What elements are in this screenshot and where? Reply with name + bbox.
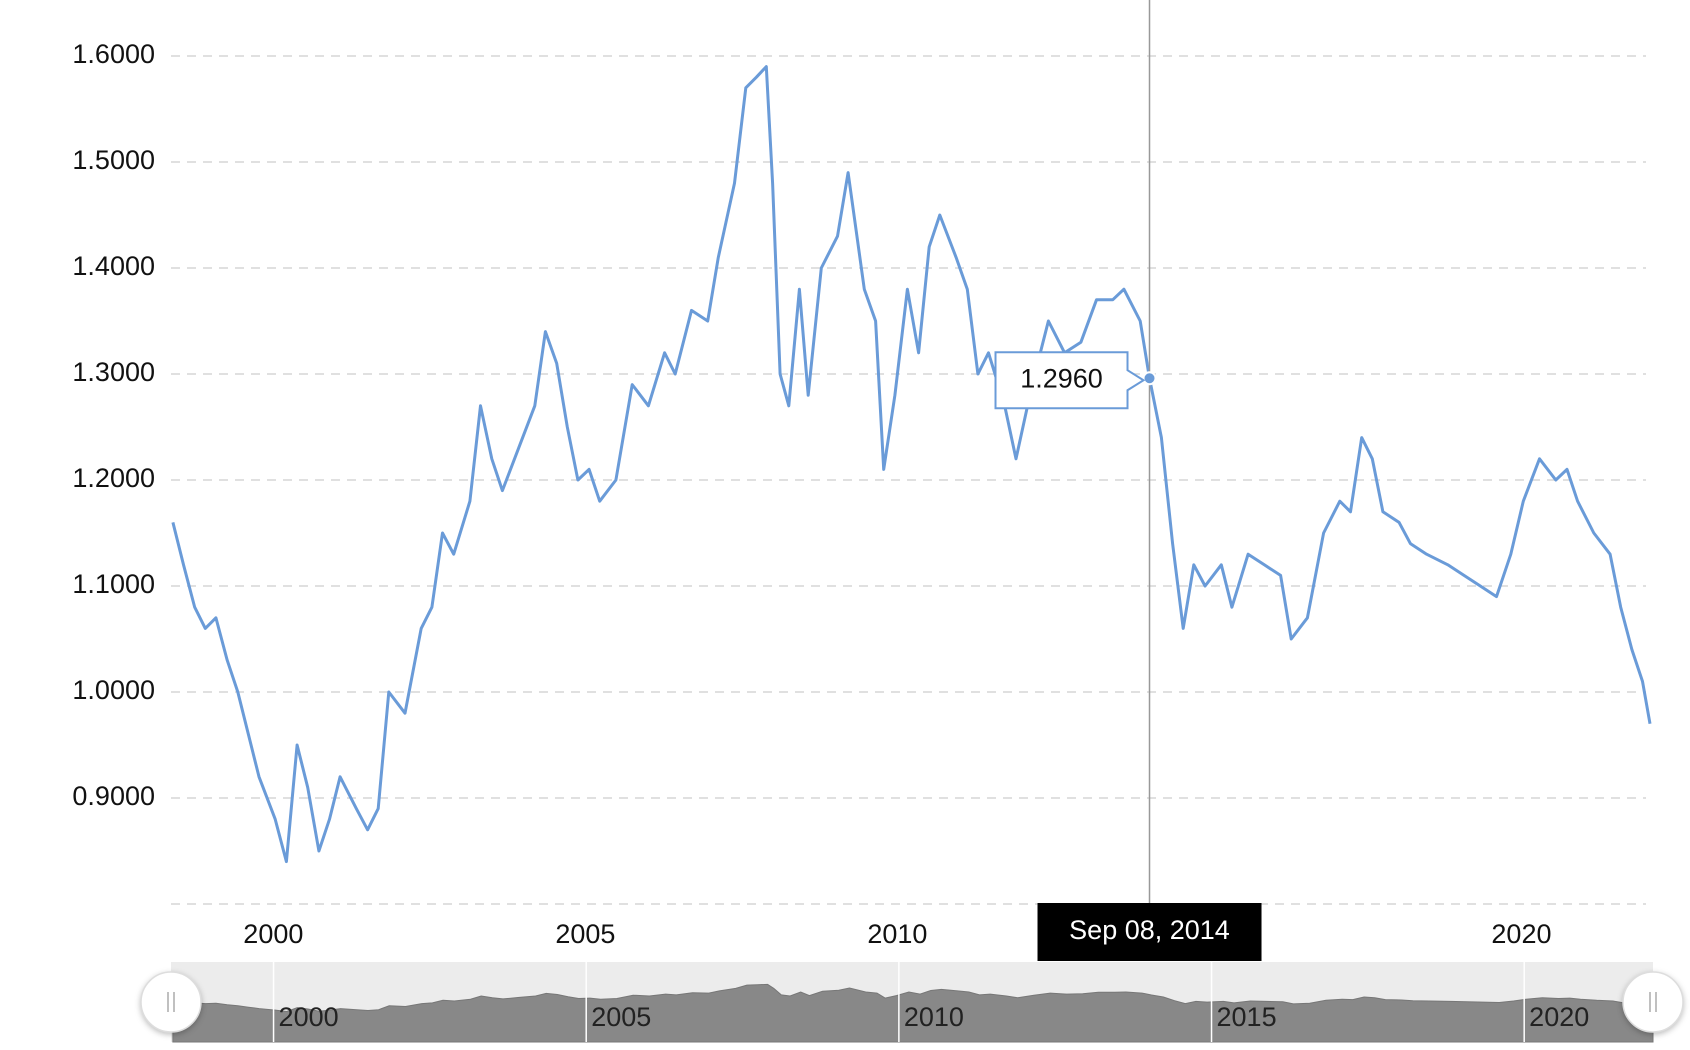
tooltip-date-box (1037, 903, 1262, 961)
x-tick-label: 2020 (1491, 919, 1551, 949)
navigator-handle[interactable] (140, 971, 202, 1033)
y-tick-label: 1.3000 (72, 357, 155, 387)
tooltip-point (1142, 371, 1157, 386)
y-tick-label: 1.5000 (72, 145, 155, 175)
y-tick-label: 1.6000 (72, 39, 155, 69)
tooltip-date: Sep 08, 2014 (1069, 915, 1230, 945)
data-line (171, 65, 1652, 864)
y-tick-label: 1.4000 (72, 251, 155, 281)
tooltip-value: 1.2960 (1020, 363, 1103, 393)
navigator-handle[interactable] (1622, 971, 1684, 1033)
y-tick-label: 1.2000 (72, 463, 155, 493)
navigator-label: 2000 (279, 1002, 339, 1032)
x-tick-label: 2000 (243, 919, 303, 949)
y-tick-label: 1.0000 (72, 675, 155, 705)
y-tick-label: 1.1000 (72, 569, 155, 599)
x-tick-label: 2010 (867, 919, 927, 949)
navigator-label: 2020 (1529, 1002, 1589, 1032)
x-tick-label: 2005 (555, 919, 615, 949)
y-tick-label: 0.9000 (72, 781, 155, 811)
navigator-label: 2015 (1217, 1002, 1277, 1032)
navigator-label: 2005 (591, 1002, 651, 1032)
navigator-label: 2010 (904, 1002, 964, 1032)
tooltip-box (994, 351, 1146, 410)
navigator-area (172, 983, 1654, 1043)
